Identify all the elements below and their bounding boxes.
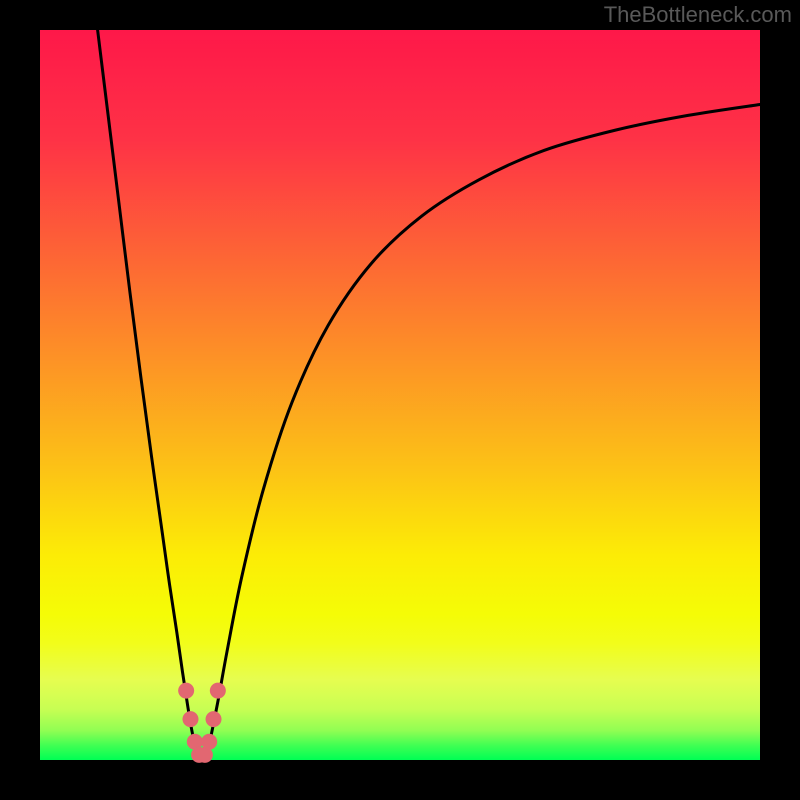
watermark-text: TheBottleneck.com [604,2,792,28]
bottleneck-marker [182,711,198,727]
gradient-background [40,30,760,760]
bottleneck-marker [206,711,222,727]
bottleneck-marker [178,683,194,699]
chart-container: TheBottleneck.com [0,0,800,800]
bottleneck-marker [210,683,226,699]
bottleneck-chart [0,0,800,800]
bottleneck-marker [201,734,217,750]
